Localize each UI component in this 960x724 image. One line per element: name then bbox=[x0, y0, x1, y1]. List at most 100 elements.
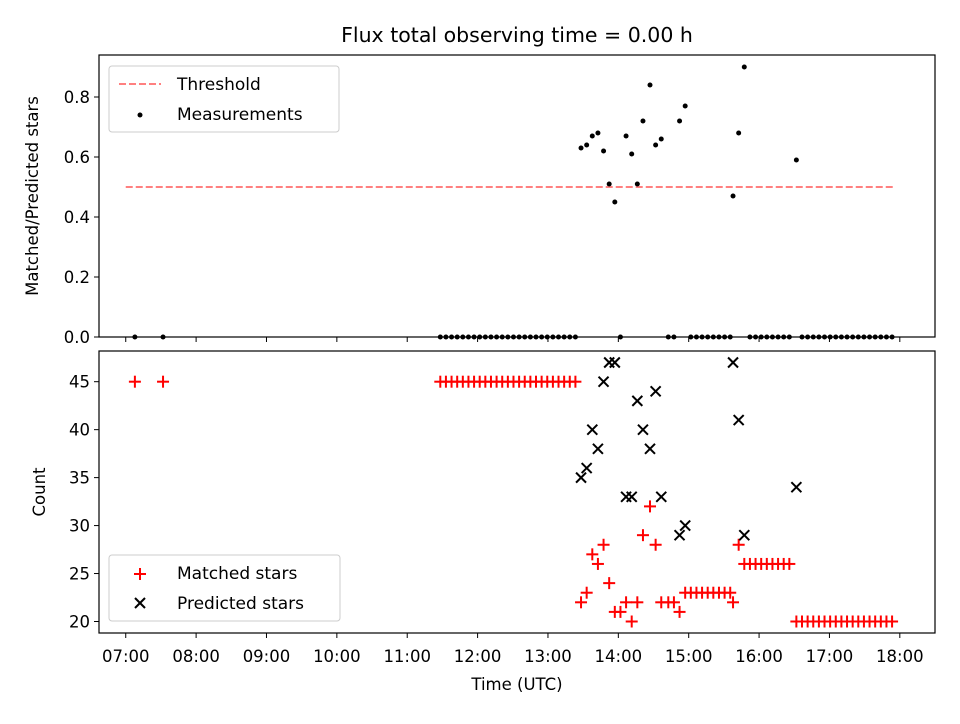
matched-star-point bbox=[603, 577, 616, 590]
matched-star-point bbox=[886, 615, 899, 628]
predicted-star-point bbox=[592, 443, 604, 455]
measurements-series bbox=[125, 64, 895, 340]
matched-star-point bbox=[727, 596, 740, 609]
bottom-x-axis: 07:00 08:00 09:00 10:00 11:00 12:00 13:00 14:00… bbox=[102, 633, 924, 666]
measurement-point bbox=[595, 130, 601, 136]
predicted-star-point bbox=[673, 529, 686, 541]
measurement-point bbox=[640, 118, 646, 124]
bottom-y-tick-label: 25 bbox=[69, 565, 90, 584]
matched-star-point bbox=[569, 375, 582, 388]
matched-star-point bbox=[597, 538, 610, 551]
matched-star-point bbox=[586, 548, 599, 561]
x-tick-label: 14:00 bbox=[595, 647, 643, 666]
predicted-star-point bbox=[732, 414, 745, 426]
top-y-tick-label: 0.6 bbox=[64, 148, 90, 167]
matched-star-point bbox=[732, 538, 745, 551]
top-legend: Threshold Measurements bbox=[108, 65, 340, 133]
bottom-plot-frame bbox=[98, 350, 936, 634]
predicted-star-point bbox=[575, 471, 587, 484]
measurement-point bbox=[730, 193, 736, 199]
top-y-tick-label: 0.4 bbox=[64, 208, 90, 227]
measurement-point bbox=[793, 157, 799, 163]
predicted-star-point bbox=[655, 491, 667, 503]
measurement-point bbox=[601, 148, 607, 154]
matched-star-point bbox=[667, 596, 680, 609]
bottom-y-tick-label: 45 bbox=[69, 373, 90, 392]
legend-measurements-swatch bbox=[137, 112, 143, 118]
top-y-axis-label: Matched/Predicted stars bbox=[23, 96, 42, 296]
predicted-star-point bbox=[609, 356, 621, 369]
matched-star-point bbox=[614, 605, 627, 618]
measurement-point bbox=[741, 64, 747, 70]
measurement-point bbox=[612, 199, 618, 205]
x-tick-label: 11:00 bbox=[383, 647, 431, 666]
matched-star-point bbox=[575, 596, 588, 609]
measurement-point bbox=[736, 130, 742, 136]
legend-measurements-label: Measurements bbox=[177, 105, 303, 125]
bottom-y-tick-label: 20 bbox=[69, 612, 90, 631]
measurement-point bbox=[658, 136, 664, 142]
predicted-star-point bbox=[586, 423, 599, 436]
x-tick-label: 12:00 bbox=[454, 647, 502, 666]
matched-star-point bbox=[157, 375, 170, 388]
measurement-point bbox=[629, 151, 635, 157]
top-y-tick-label: 0.8 bbox=[64, 88, 90, 107]
measurement-point bbox=[653, 142, 659, 148]
legend-predicted-swatch bbox=[134, 597, 146, 609]
bottom-y-tick-label: 40 bbox=[69, 421, 90, 440]
measurement-point bbox=[584, 142, 590, 148]
legend-threshold-label: Threshold bbox=[176, 75, 261, 95]
measurement-point bbox=[578, 145, 584, 151]
bottom-legend-box bbox=[108, 554, 341, 622]
measurement-point bbox=[634, 181, 640, 187]
top-plot-frame bbox=[98, 54, 936, 338]
predicted-star-point bbox=[790, 481, 803, 493]
bottom-y-tick-label: 30 bbox=[69, 517, 90, 536]
predicted-star-point bbox=[631, 395, 644, 407]
x-tick-label: 17:00 bbox=[806, 647, 854, 666]
measurement-point bbox=[682, 103, 688, 109]
top-legend-box bbox=[108, 65, 340, 133]
x-tick-label: 15:00 bbox=[665, 647, 713, 666]
predicted-star-point bbox=[679, 519, 691, 532]
x-axis-label: Time (UTC) bbox=[470, 675, 562, 694]
x-tick-label: 16:00 bbox=[735, 647, 783, 666]
measurement-point bbox=[589, 133, 595, 139]
bottom-y-axis: 20 25 30 35 40 45 bbox=[69, 373, 99, 631]
bottom-panel: 20 25 30 35 40 45 07:00 08:00 09:00 10:00 11:00 12… bbox=[30, 350, 936, 694]
count-series bbox=[128, 356, 899, 628]
matched-star-point bbox=[644, 500, 656, 513]
x-tick-label: 08:00 bbox=[172, 647, 220, 666]
legend-matched-swatch bbox=[134, 568, 146, 580]
matched-star-point bbox=[620, 596, 633, 609]
measurement-point bbox=[647, 82, 653, 88]
matched-star-point bbox=[649, 538, 662, 551]
matched-star-point bbox=[128, 375, 141, 388]
top-panel: 0.00.20.40.60.8 Matched/Predicted stars … bbox=[23, 54, 936, 347]
measurement-point bbox=[623, 133, 629, 139]
x-tick-label: 18:00 bbox=[876, 647, 924, 666]
legend-predicted-label: Predicted stars bbox=[177, 594, 304, 614]
top-y-tick-label: 0.0 bbox=[64, 328, 90, 347]
top-y-axis: 0.0 0.2 0.4 0.6 0.8 bbox=[64, 88, 99, 347]
predicted-star-point bbox=[597, 375, 610, 388]
predicted-star-point bbox=[580, 462, 593, 474]
bottom-y-axis-label: Count bbox=[30, 467, 49, 517]
matched-star-point bbox=[783, 557, 796, 570]
x-tick-label: 07:00 bbox=[102, 647, 150, 666]
predicted-star-point bbox=[637, 423, 649, 436]
matched-star-point bbox=[636, 529, 649, 542]
x-tick-label: 13:00 bbox=[524, 647, 572, 666]
bottom-legend: Matched stars Predicted stars bbox=[108, 554, 341, 622]
matched-star-point bbox=[591, 557, 604, 570]
matched-star-point bbox=[625, 615, 638, 628]
measurement-point bbox=[677, 118, 683, 124]
top-y-tick-label: 0.2 bbox=[64, 268, 90, 287]
matched-star-point bbox=[673, 605, 686, 618]
predicted-star-point bbox=[727, 356, 739, 369]
x-tick-label: 10:00 bbox=[313, 647, 361, 666]
predicted-star-point bbox=[625, 491, 638, 503]
measurement-point bbox=[606, 181, 612, 187]
matched-star-point bbox=[631, 596, 644, 609]
predicted-star-point bbox=[738, 529, 751, 541]
